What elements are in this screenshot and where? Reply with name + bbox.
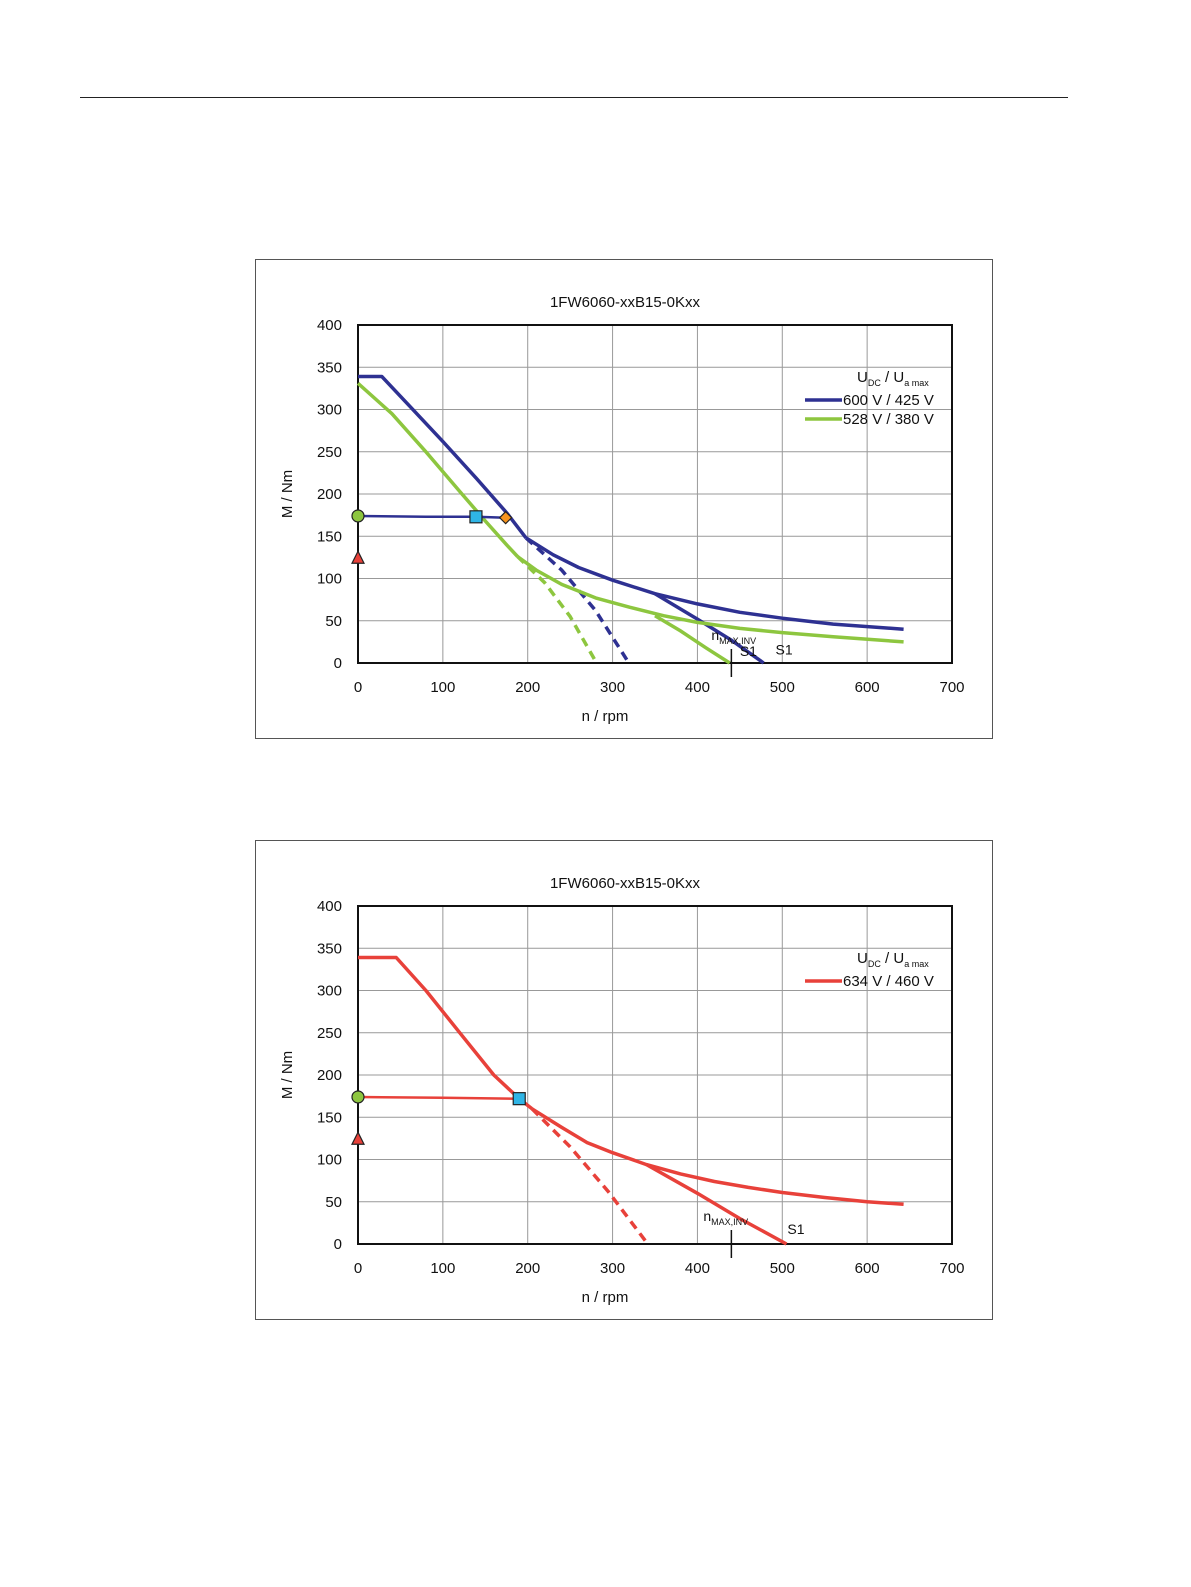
y-tick-label: 50: [325, 613, 342, 630]
s1-label: S1: [775, 642, 792, 658]
x-tick-label: 0: [354, 679, 362, 696]
nmax-inv-label: nMAX,INV: [703, 1208, 748, 1227]
legend-label: 528 V / 380 V: [843, 411, 934, 428]
plot-area: [357, 324, 953, 664]
x-tick-label: 100: [430, 1260, 455, 1277]
x-tick-label: 200: [515, 1260, 540, 1277]
y-axis-label: M / Nm: [279, 1051, 296, 1099]
chart-title: 1FW6060-xxB15-0Kxx: [550, 294, 701, 311]
series-1-field-weakening-line: [531, 1107, 904, 1207]
legend: UDC / Ua max 600 V / 425 V 528 V / 380 V: [805, 369, 934, 428]
s1-label: S1: [787, 1221, 804, 1237]
plot-area: [357, 905, 953, 1245]
y-tick-label: 250: [317, 444, 342, 461]
x-axis-label: n / rpm: [582, 1289, 629, 1306]
y-tick-label: 0: [334, 655, 342, 672]
rated-torque-line: [357, 1095, 520, 1100]
y-tick-label: 350: [317, 940, 342, 957]
marker-circle: [351, 509, 365, 523]
y-axis-label: M / Nm: [279, 470, 296, 518]
series-2-dashed-limit-line: [516, 555, 598, 663]
y-tick-label: 250: [317, 1025, 342, 1042]
series-1-s1-line: [645, 1163, 788, 1246]
y-tick-label: 300: [317, 983, 342, 1000]
x-tick-label: 600: [855, 679, 880, 696]
series-1-s1-line: [654, 592, 765, 665]
y-tick-label: 350: [317, 359, 342, 376]
x-tick-label: 300: [600, 679, 625, 696]
y-tick-label: 400: [317, 898, 342, 915]
marker-triangle: [351, 1130, 365, 1145]
series-2-field-weakening-line: [516, 555, 904, 644]
marker-triangle: [351, 549, 365, 564]
x-axis-label: n / rpm: [582, 708, 629, 725]
series-1-max-torque-line: [358, 374, 528, 539]
marker-circle: [351, 1090, 365, 1104]
x-tick-label: 700: [939, 679, 964, 696]
nmax-inv-label: nMAX,INV: [711, 627, 756, 646]
x-tick-label: 600: [855, 1260, 880, 1277]
legend-label: 600 V / 425 V: [843, 392, 934, 409]
y-tick-label: 150: [317, 528, 342, 545]
chart-title: 1FW6060-xxB15-0Kxx: [550, 875, 701, 892]
x-tick-label: 400: [685, 679, 710, 696]
y-tick-label: 400: [317, 317, 342, 334]
marker-diamond: [498, 510, 513, 525]
series-2-max-torque-line: [356, 381, 519, 558]
y-tick-label: 50: [325, 1194, 342, 1211]
marker-square: [512, 1092, 526, 1106]
x-tick-label: 100: [430, 679, 455, 696]
legend: UDC / Ua max 634 V / 460 V: [805, 950, 934, 990]
x-tick-label: 500: [770, 1260, 795, 1277]
x-tick-label: 300: [600, 1260, 625, 1277]
y-tick-label: 0: [334, 1236, 342, 1253]
y-tick-label: 200: [317, 486, 342, 503]
s1-label: S1: [740, 643, 757, 659]
x-tick-label: 400: [685, 1260, 710, 1277]
series-2-s1-line: [654, 614, 731, 665]
x-tick-label: 0: [354, 1260, 362, 1277]
x-tick-label: 700: [939, 1260, 964, 1277]
series-1-field-weakening-line: [525, 536, 904, 631]
header-rule: [80, 97, 1068, 98]
y-tick-label: 150: [317, 1109, 342, 1126]
rated-torque-line: [357, 514, 506, 519]
torque-speed-chart-1: 1FW6060-xxB15-0Kxx 0 100 200 300 400 500 600 700…: [255, 259, 993, 739]
x-tick-label: 200: [515, 679, 540, 696]
y-tick-label: 200: [317, 1067, 342, 1084]
marker-square: [469, 510, 483, 524]
legend-label: 634 V / 460 V: [843, 973, 934, 990]
y-tick-label: 300: [317, 402, 342, 419]
x-tick-label: 500: [770, 679, 795, 696]
series-1-dashed-limit-line: [530, 1107, 648, 1244]
legend-header: UDC / Ua max: [857, 369, 929, 388]
y-tick-label: 100: [317, 1152, 342, 1169]
y-tick-label: 100: [317, 571, 342, 588]
torque-speed-chart-2: 1FW6060-xxB15-0Kxx 0 100 200 300 400 500 600 700…: [255, 840, 993, 1320]
legend-header: UDC / Ua max: [857, 950, 929, 969]
